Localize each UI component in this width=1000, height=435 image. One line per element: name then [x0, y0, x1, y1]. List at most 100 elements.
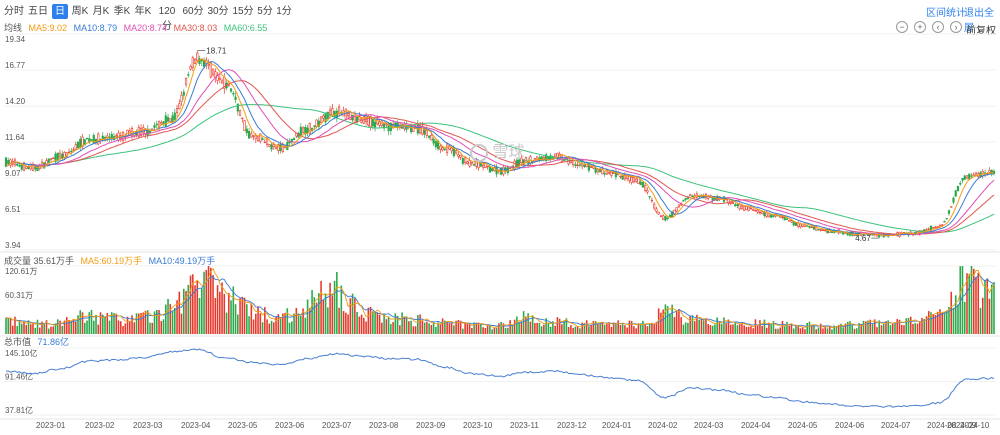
period-tab-5[interactable]: 季K: [113, 6, 131, 17]
volume-bar: [646, 326, 649, 334]
period-tab-1[interactable]: 五日: [28, 6, 48, 17]
candle-body: [52, 157, 55, 160]
candle-body: [761, 211, 764, 215]
volume-bar: [207, 266, 210, 334]
price-tick-label-6: 3.94: [5, 241, 21, 250]
candle-body: [520, 157, 523, 164]
period-tab-12[interactable]: 1分: [276, 6, 292, 17]
candle-body: [322, 115, 325, 119]
volume-bar: [412, 326, 415, 334]
volume-bar: [610, 326, 613, 334]
zoom-in-icon[interactable]: +: [914, 21, 926, 33]
candle-body: [590, 166, 593, 168]
period-tab-11[interactable]: 5分: [257, 6, 273, 17]
candle-body: [648, 196, 651, 198]
volume-bar: [716, 317, 718, 334]
volume-bar: [606, 323, 608, 334]
volume-bar: [354, 298, 356, 334]
candle-body: [464, 157, 467, 164]
candle-body: [560, 154, 563, 162]
candle-body: [743, 206, 746, 211]
volume-bar: [531, 315, 534, 334]
scroll-left-icon[interactable]: ‹: [932, 21, 944, 33]
candle-body: [689, 194, 692, 197]
candle-body: [92, 135, 95, 144]
x-tick-label-12: 2024-01: [602, 421, 632, 430]
volume-bar: [950, 291, 953, 334]
period-tab-9[interactable]: 30分: [207, 6, 229, 17]
volume-bar: [801, 327, 804, 334]
candle-body: [272, 144, 275, 147]
candle-body: [155, 123, 158, 126]
volume-bar: [718, 322, 721, 334]
volume-bar: [594, 321, 597, 334]
candle-body: [956, 185, 960, 191]
period-tab-4[interactable]: 月K: [92, 6, 110, 17]
volume-bar: [270, 320, 273, 334]
volume-bar: [349, 298, 352, 334]
candle-body: [682, 199, 685, 202]
volume-bar: [858, 323, 860, 334]
volume-bar: [619, 324, 622, 334]
volume-bar: [855, 328, 858, 334]
ma30-line: [5, 80, 995, 235]
volume-bar: [912, 323, 914, 334]
candle-body: [457, 154, 460, 157]
candle-body: [657, 211, 660, 215]
x-tick-label-21: 2024-10: [960, 421, 990, 430]
candle-body: [236, 103, 239, 112]
volume-bar: [32, 323, 34, 334]
candle-body: [972, 174, 975, 176]
volume-bar: [477, 322, 480, 334]
volume-bar: [687, 322, 689, 334]
period-tab-3[interactable]: 周K: [71, 6, 89, 17]
candle-body: [72, 149, 75, 151]
exit-fullscreen-button[interactable]: 退出全屏: [964, 8, 994, 34]
fuquan-dropdown[interactable]: 前复权: [966, 26, 996, 37]
volume-bar: [907, 317, 910, 334]
volume-bar: [243, 297, 246, 334]
volume-bar: [871, 324, 874, 334]
volume-bar: [637, 323, 640, 334]
volume-bar: [448, 323, 451, 334]
period-tab-2[interactable]: 日K: [52, 4, 68, 32]
period-tab-7[interactable]: 120分: [158, 6, 176, 32]
volume-bar: [187, 284, 190, 334]
candle-body: [932, 227, 935, 229]
volume-bar: [961, 266, 964, 334]
candle-body: [736, 204, 739, 207]
interval-stats-button[interactable]: 区间统计: [926, 8, 966, 19]
period-tab-0[interactable]: 分时: [4, 6, 24, 17]
period-tab-10[interactable]: 15分: [232, 6, 254, 17]
volume-bar: [261, 322, 264, 334]
volume-bar: [630, 320, 633, 334]
volume-bar: [246, 304, 248, 334]
volume-bar: [50, 326, 52, 334]
volume-bar: [336, 272, 338, 334]
volume-bar: [435, 326, 437, 334]
candle-body: [466, 161, 469, 164]
volume-bar: [504, 327, 507, 334]
volume-bar: [889, 325, 892, 334]
volume-bar: [734, 322, 736, 334]
candle-body: [238, 110, 242, 116]
zoom-out-icon[interactable]: −: [896, 21, 908, 33]
candle-body: [83, 139, 86, 146]
candle-body: [554, 153, 557, 158]
volume-bar: [655, 321, 658, 334]
volume-bar: [250, 303, 253, 334]
volume-bar: [347, 314, 349, 334]
volume-bar: [543, 324, 545, 334]
period-tab-6[interactable]: 年K: [134, 6, 152, 17]
volume-bar: [374, 311, 376, 334]
volume-tick-label-0: 120.61万: [5, 267, 37, 276]
ma30-legend: MA30:8.03: [173, 23, 218, 33]
scroll-right-icon[interactable]: ›: [950, 21, 962, 33]
volume-bar: [527, 313, 529, 334]
x-tick-label-5: 2023-06: [275, 421, 305, 430]
period-tab-8[interactable]: 60分: [182, 6, 204, 17]
volume-bar: [574, 326, 577, 334]
volume-bar: [952, 307, 955, 334]
volume-bar: [873, 319, 876, 334]
volume-ma10-legend: MA10:49.19万手: [148, 256, 216, 266]
